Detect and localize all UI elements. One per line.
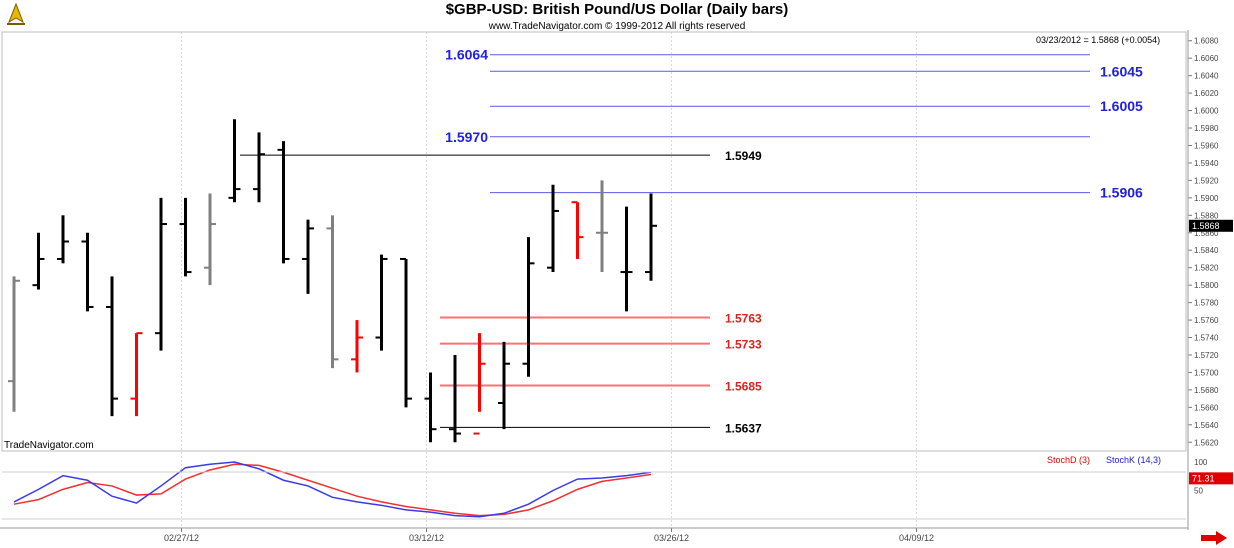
- date-tick-label-0: 02/27/12: [164, 533, 199, 543]
- date-tick-label-3: 04/09/12: [899, 533, 934, 543]
- watermark-text: TradeNavigator.com: [4, 440, 94, 451]
- price-tick-label-13: 1.5820: [1194, 264, 1219, 273]
- current-price-box: [1189, 219, 1233, 232]
- trade-navigator-logo-icon: [7, 2, 25, 25]
- date-tick-label-1: 03/12/12: [409, 533, 444, 543]
- level-label-2: 1.6005: [1100, 98, 1143, 114]
- price-tick-label-6: 1.5960: [1194, 141, 1219, 150]
- price-level-labels: 1.6064 1.6045 1.6005 1.5970 1.5949 1.5906 1.57…: [445, 47, 1143, 436]
- price-tick-label-11: 1.5860: [1194, 229, 1219, 238]
- stochk-legend: StochK (14,3): [1106, 455, 1162, 465]
- price-tick-label-2: 1.6040: [1194, 72, 1219, 81]
- stochd-line: [13, 463, 652, 517]
- current-stoch-box: [1189, 472, 1233, 485]
- price-tick-label-8: 1.5920: [1194, 176, 1219, 185]
- stoch-tick-label-1: 50: [1194, 487, 1203, 496]
- price-tick-label-15: 1.5780: [1194, 299, 1219, 308]
- date-axis: 02/27/12 03/12/12 03/26/12 04/09/12: [164, 528, 934, 543]
- last-quote: 03/23/2012 = 1.5868 (+0.0054): [1036, 35, 1161, 45]
- chart-subtitle: www.TradeNavigator.com © 1999-2012 All r…: [488, 21, 746, 32]
- price-tick-label-1: 1.6060: [1194, 54, 1219, 63]
- price-tick-label-23: 1.5620: [1194, 438, 1219, 447]
- chart-title: $GBP-USD: British Pound/US Dollar (Daily…: [445, 1, 789, 18]
- price-tick-label-0: 1.6080: [1194, 37, 1219, 46]
- date-tick-label-2: 03/26/12: [654, 533, 689, 543]
- price-tick-label-16: 1.5760: [1194, 316, 1219, 325]
- price-tick-label-10: 1.5880: [1194, 211, 1219, 220]
- price-tick-label-12: 1.5840: [1194, 246, 1219, 255]
- price-tick-label-4: 1.6000: [1194, 107, 1219, 116]
- price-tick-label-18: 1.5720: [1194, 351, 1219, 360]
- price-tick-label-21: 1.5660: [1194, 403, 1219, 412]
- price-tick-label-7: 1.5940: [1194, 159, 1219, 168]
- price-tick-label-9: 1.5900: [1194, 194, 1219, 203]
- price-levels: [240, 54, 1090, 428]
- stochk-line: [13, 461, 652, 518]
- price-tick-label-22: 1.5640: [1194, 421, 1219, 430]
- level-label-9: 1.5637: [725, 421, 762, 435]
- level-label-3: 1.5970: [445, 129, 488, 145]
- price-tick-label-5: 1.5980: [1194, 124, 1219, 133]
- price-panel-frame: [1, 31, 1187, 452]
- price-tick-label-17: 1.5740: [1194, 334, 1219, 343]
- current-price-label: 1.5868: [1192, 221, 1220, 231]
- level-label-7: 1.5733: [725, 338, 762, 352]
- price-tick-label-19: 1.5700: [1194, 368, 1219, 377]
- price-axis: 1.6080 1.6060 1.6040 1.6020 1.6000 1.5980 1.59…: [1188, 37, 1233, 447]
- price-tick-label-3: 1.6020: [1194, 89, 1219, 98]
- level-label-0: 1.6064: [445, 47, 488, 63]
- level-label-8: 1.5685: [725, 380, 762, 394]
- level-label-5: 1.5906: [1100, 185, 1143, 201]
- current-stoch-label: 71.31: [1192, 473, 1215, 483]
- scroll-right-arrow-icon[interactable]: [1200, 531, 1228, 545]
- stochastic-panel: 100 50 71.31: [13, 458, 1233, 518]
- stochd-legend: StochD (3): [1047, 455, 1091, 465]
- stoch-tick-label-0: 100: [1194, 458, 1208, 467]
- price-tick-label-14: 1.5800: [1194, 281, 1219, 290]
- level-label-4: 1.5949: [725, 149, 762, 163]
- ohlc-bars: [8, 119, 657, 443]
- level-label-6: 1.5763: [725, 311, 762, 325]
- vertical-gridlines: [181, 32, 917, 528]
- level-label-1: 1.6045: [1100, 63, 1143, 79]
- price-tick-label-20: 1.5680: [1194, 386, 1219, 395]
